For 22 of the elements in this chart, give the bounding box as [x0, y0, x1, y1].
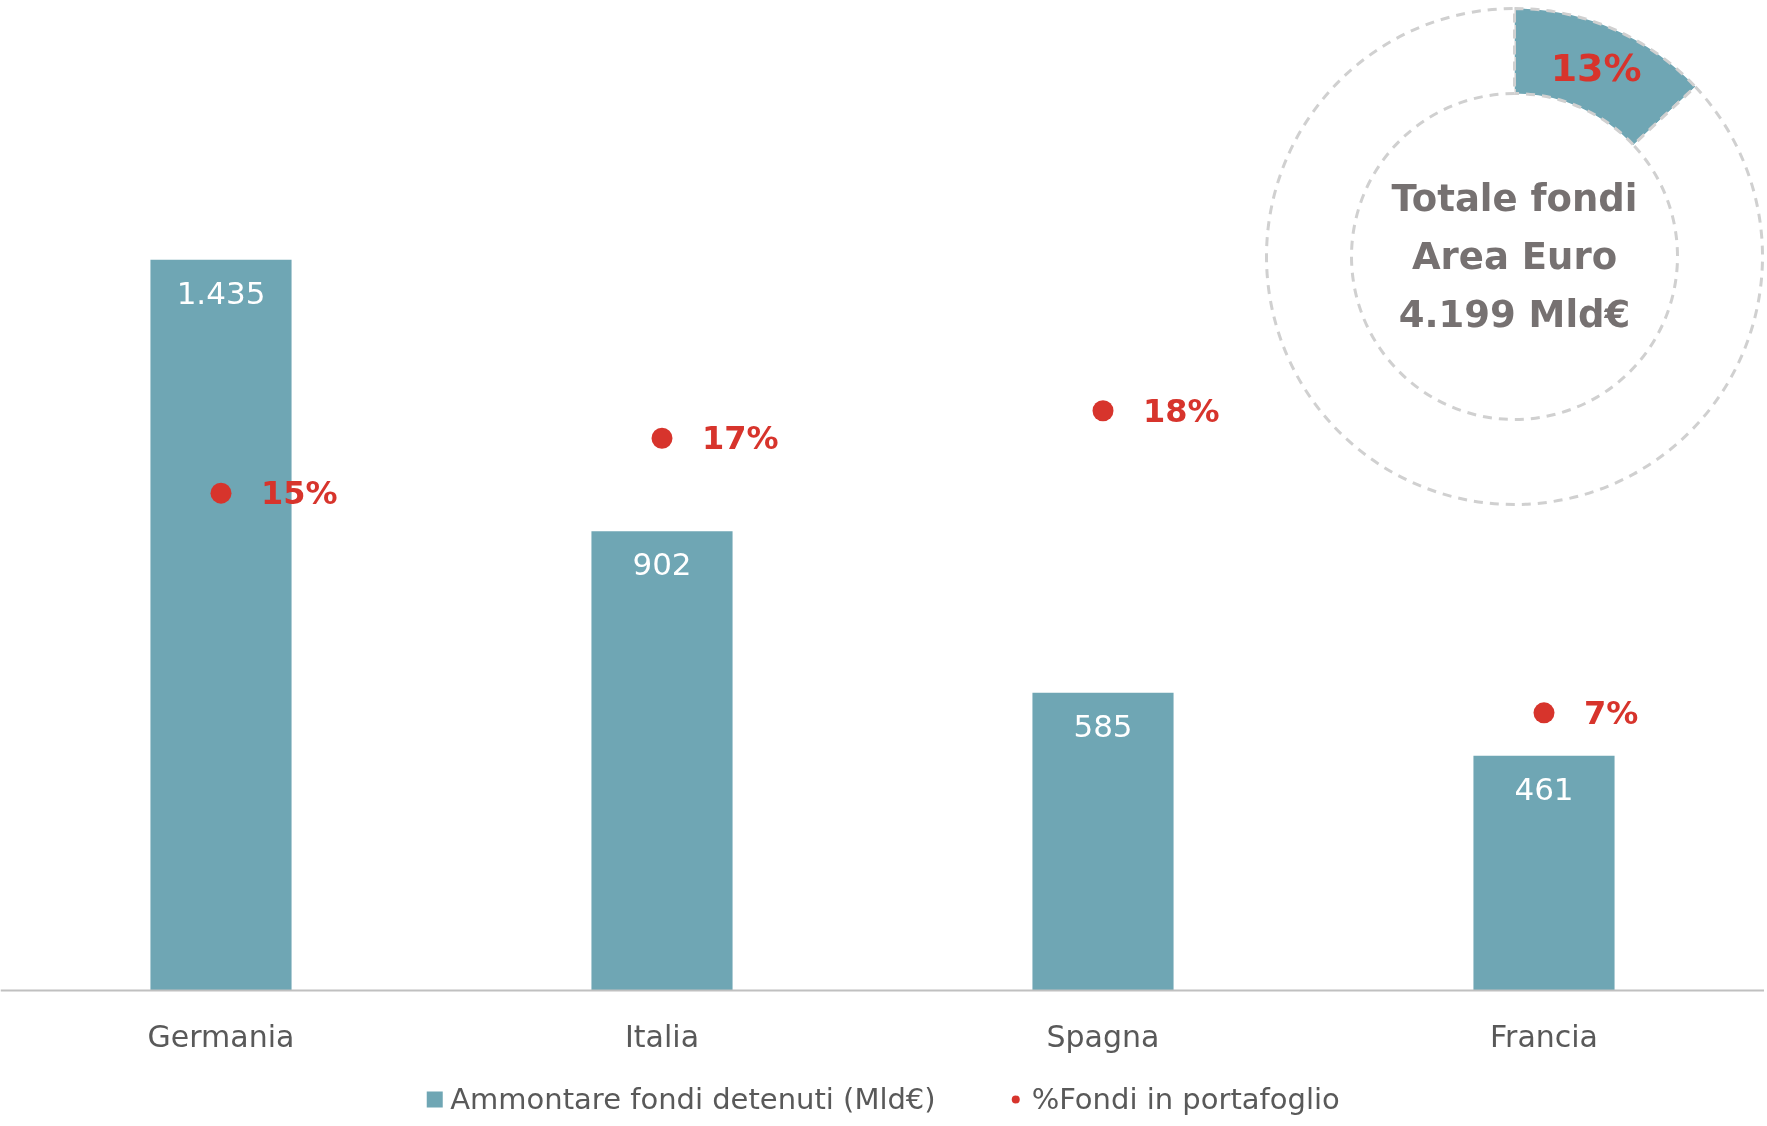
data-label: 7%: [1584, 693, 1639, 732]
data-label: 17%: [702, 419, 779, 458]
x-tick-label: Italia: [624, 1018, 700, 1054]
data-label: 1.435: [176, 274, 266, 311]
data-label: 461: [1514, 770, 1574, 807]
x-tick-label: Francia: [1489, 1018, 1599, 1054]
data-label: 18%: [1143, 391, 1220, 430]
legend-label: Ammontare fondi detenuti (Mld€): [450, 1082, 936, 1116]
data-label: 902: [632, 546, 692, 583]
bar: [591, 531, 733, 991]
point: [651, 427, 673, 449]
x-tick-label: Spagna: [1046, 1018, 1160, 1054]
point: [210, 482, 232, 504]
point: [1092, 400, 1114, 422]
legend-label: %Fondi in portafoglio: [1031, 1082, 1340, 1116]
bar: [1032, 692, 1174, 991]
data-label: 13%: [1550, 45, 1642, 90]
bar: [1473, 755, 1615, 991]
x-tick-label: Germania: [147, 1018, 295, 1054]
data-label: 585: [1073, 707, 1133, 744]
point: [1533, 702, 1555, 724]
annotation: Totale fondi Area Euro 4.199 Mld€: [1391, 176, 1638, 337]
